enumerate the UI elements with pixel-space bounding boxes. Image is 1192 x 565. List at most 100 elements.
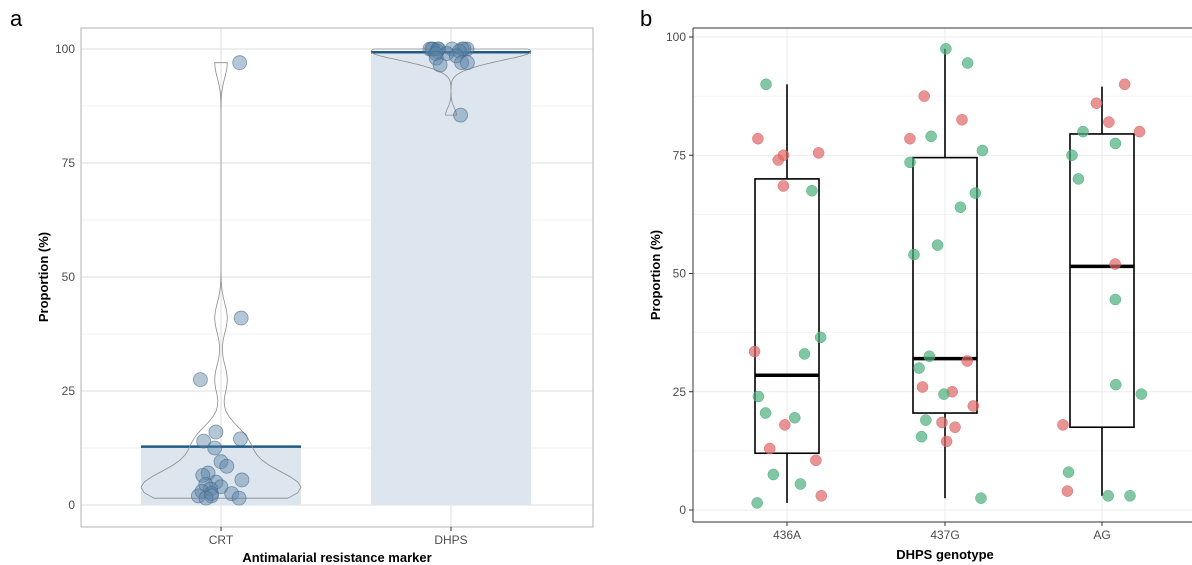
panel-b-point-red (1109, 258, 1121, 270)
panel-a-point (195, 467, 211, 483)
panel-b-point-red (815, 490, 828, 502)
panel-b-point-green (915, 430, 928, 443)
panel-a-y-axis-title: Proportion (%) (36, 232, 51, 322)
panel-b-point-green (752, 390, 765, 403)
panel-b-point-green (975, 492, 987, 504)
panel-a-point (196, 433, 212, 449)
panel-b-y-axis-title: Proportion (%) (648, 230, 663, 320)
panel-b-ytick-label: 75 (673, 148, 687, 162)
panel-b-point-green (913, 362, 925, 374)
panel-b-point-green (961, 57, 974, 69)
panel-b-point-red (748, 345, 761, 358)
panel-b-point-green (1077, 125, 1089, 138)
panel-b-point-green (954, 201, 967, 214)
panel-b-point-green (1110, 378, 1122, 391)
panel-b-point-red (961, 355, 973, 367)
panel-b-point-red (949, 421, 961, 433)
panel-a-point (459, 55, 475, 71)
panel-b-point-red (777, 180, 790, 192)
panel-b-point-green (751, 497, 763, 509)
panel-b-point-red (1133, 125, 1146, 138)
panel-b-point-red (772, 154, 785, 166)
panel-b-point-green (1124, 490, 1136, 502)
panel-b-point-green (794, 478, 807, 490)
panel-a-ytick-label: 75 (62, 156, 76, 170)
panel-a-ytick-label: 100 (55, 42, 75, 56)
panel-b-point-red (1118, 78, 1131, 91)
panel-b-label: b (640, 6, 653, 31)
panel-a-point (233, 431, 248, 447)
panel-a-point (454, 55, 470, 71)
panel-b-ytick-label: 50 (673, 267, 687, 281)
panel-a-bar-CRT (141, 446, 301, 505)
panel-b-point-green (938, 388, 950, 400)
panel-a-point (451, 43, 467, 59)
panel-b-point-green (908, 248, 920, 261)
panel-b-point-green (760, 78, 772, 91)
panel-b-point-green (940, 43, 952, 55)
panel-b-point-green (759, 407, 772, 419)
panel-a-point (231, 490, 247, 506)
panel-b-point-red (936, 416, 948, 429)
panel-a-point (192, 372, 208, 388)
panel-b-point-green (767, 468, 780, 481)
panel-b-point-green (969, 187, 982, 199)
panel-a-point (208, 424, 224, 440)
panel-b-point-red (904, 132, 916, 145)
panel-b-point-red (779, 419, 791, 431)
panel-b-xtick-label: AG (1093, 528, 1110, 542)
panel-a-border (80, 27, 594, 528)
panel-b-point-green (1072, 173, 1085, 185)
panel-a-point (207, 440, 223, 456)
panel-b-point-green (1066, 149, 1078, 161)
panel-a-point (232, 55, 248, 71)
panel-a-point (224, 486, 240, 502)
panel-b-point-red (1061, 485, 1074, 497)
panel-b-point-green (920, 414, 932, 426)
panel-b-point-green (1135, 388, 1148, 400)
panel-b-point-red (967, 400, 980, 412)
panel-a-xtick-label: CRT (209, 533, 234, 547)
panel-b-point-green (814, 331, 827, 344)
panel-b-point-green (806, 184, 818, 197)
panel-b-point-green (788, 412, 801, 424)
panel-b-x-axis-title: DHPS genotype (896, 547, 994, 562)
panel-b-point-red (940, 435, 953, 448)
panel-a-point (213, 454, 229, 470)
panel-a-violin-DHPS (370, 48, 532, 116)
panel-a-point (198, 490, 214, 506)
panel-b-point-green (904, 156, 916, 169)
panel-b-point-green (976, 144, 989, 157)
panel-a-ytick-label: 25 (62, 384, 76, 398)
panel-a-violin-CRT (140, 62, 302, 499)
panel-b-point-red (956, 114, 968, 126)
panel-b-point-red (918, 90, 930, 102)
panel-a-label: a (10, 6, 23, 31)
panel-b-box-436A (754, 178, 820, 455)
panel-b-point-red (810, 454, 822, 467)
panel-b-xtick-label: 436A (773, 528, 801, 542)
panel-b-point-green (923, 350, 936, 363)
panel-a-point (234, 472, 250, 488)
panel-b-point-red (1090, 97, 1103, 109)
panel-b-ytick-label: 0 (679, 503, 686, 517)
panel-b-point-green (931, 239, 944, 251)
panel-a-ytick-label: 0 (68, 498, 75, 512)
panel-b-point-green (1109, 137, 1122, 150)
panel-a-point (428, 46, 444, 61)
panel-a-bar-DHPS (371, 52, 531, 505)
panel-a-point (453, 107, 468, 123)
panel-b-xtick-label: 437G (930, 528, 959, 542)
panel-a-xtick-label: DHPS (434, 533, 467, 547)
panel-a-point (432, 57, 448, 73)
panel-b-point-red (1057, 419, 1069, 431)
panel-b-point-red (1103, 116, 1115, 128)
panel-b-point-red (764, 442, 776, 455)
panel-a-x-axis-title: Antimalarial resistance marker (242, 550, 431, 565)
panel-b-ytick-label: 25 (673, 385, 687, 399)
panel-b-point-green (1109, 293, 1122, 306)
panel-b-point-red (752, 132, 764, 145)
panel-b-point-green (925, 130, 937, 143)
panel-b-point-green (1062, 466, 1075, 478)
